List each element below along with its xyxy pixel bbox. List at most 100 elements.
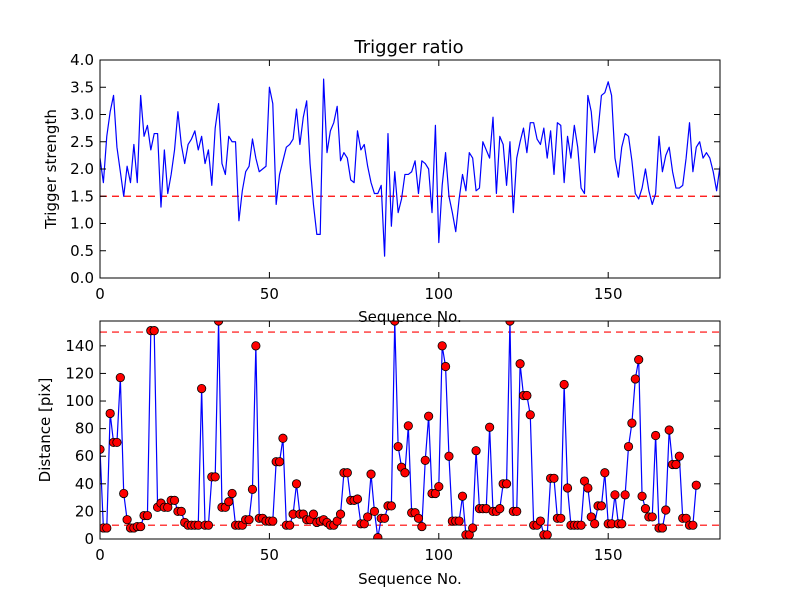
x-tick-label: 50: [260, 285, 279, 303]
data-point: [142, 510, 153, 521]
data-point: [437, 341, 447, 351]
data-point: [251, 341, 261, 351]
data-point: [556, 513, 566, 523]
y-tick-label: 120: [65, 364, 94, 382]
tick-marks: 0 50 100 150 0.0 0.5 1.0 1.5 2.0 2.5 3.0 3.5 4.0: [70, 51, 720, 303]
data-point: [308, 509, 319, 519]
data-point: [535, 516, 546, 526]
x-axis-label: Sequence No.: [358, 570, 462, 588]
tick-marks: 0 50 100 150 0 20 40 60 80 100 120 140: [65, 321, 720, 564]
y-tick-label: 1.0: [70, 215, 94, 233]
data-point: [542, 530, 552, 539]
data-point: [671, 459, 681, 470]
data-point: [213, 321, 224, 326]
data-point: [420, 455, 430, 465]
data-point: [400, 468, 410, 478]
data-point: [210, 472, 220, 482]
data-point: [136, 521, 146, 532]
data-point: [627, 418, 637, 428]
data-point: [562, 483, 573, 493]
data-point: [512, 506, 522, 517]
data-point: [637, 491, 647, 501]
y-axis-label: Distance [pix]: [36, 378, 54, 483]
data-point: [203, 520, 214, 530]
data-point: [576, 520, 586, 530]
data-point: [379, 513, 390, 523]
data-point: [268, 516, 278, 526]
y-tick-label: 3.0: [70, 106, 94, 124]
data-point: [363, 512, 373, 522]
data-point: [413, 513, 424, 523]
data-point: [444, 451, 454, 461]
data-point: [278, 433, 288, 443]
y-tick-label: 3.5: [70, 78, 94, 96]
data-point: [291, 479, 302, 489]
data-point: [373, 533, 383, 539]
data-point: [468, 523, 478, 533]
trigger-ratio-chart: Trigger ratio 0 50 100 150 0.0 0.5 1.0 1.5 2.0 2.…: [42, 37, 721, 326]
data-point: [522, 390, 532, 401]
data-point: [227, 488, 237, 499]
data-point: [664, 425, 674, 435]
data-point: [583, 483, 593, 493]
series-line: [100, 78, 720, 257]
y-axis-label: Trigger strength: [42, 109, 60, 230]
y-tick-label: 100: [65, 392, 94, 410]
data-point: [495, 504, 505, 514]
x-tick-label: 50: [260, 546, 279, 564]
data-point: [501, 479, 512, 489]
data-point: [352, 494, 363, 504]
x-tick-label: 150: [594, 285, 623, 303]
data-point: [112, 437, 122, 448]
data-point: [244, 515, 254, 525]
data-point: [515, 359, 525, 369]
data-point: [596, 501, 607, 511]
data-point: [122, 515, 132, 525]
data-point: [417, 521, 427, 532]
data-point: [457, 491, 468, 501]
data-point: [471, 446, 481, 456]
data-point: [335, 509, 346, 519]
y-tick-label: 20: [75, 502, 94, 520]
data-point: [403, 421, 413, 431]
plot-area: [100, 78, 720, 257]
data-point: [505, 321, 515, 326]
data-point: [169, 495, 180, 505]
data-point: [424, 411, 434, 421]
data-point: [369, 506, 380, 517]
x-tick-label: 100: [424, 546, 453, 564]
data-point: [434, 481, 444, 492]
data-point: [149, 326, 159, 336]
data-point: [485, 422, 495, 432]
data-point: [119, 488, 129, 499]
data-point: [247, 484, 258, 494]
x-axis-label: Sequence No.: [358, 308, 462, 326]
data-point: [285, 520, 295, 530]
axes-frame: [99, 320, 721, 540]
data-point: [623, 441, 634, 452]
plot-area: [100, 321, 720, 539]
y-tick-label: 4.0: [70, 51, 94, 69]
y-tick-label: 0.0: [70, 269, 94, 287]
x-tick-label: 0: [95, 546, 105, 564]
data-point: [454, 516, 464, 526]
y-tick-label: 40: [75, 475, 94, 493]
x-tick-label: 100: [424, 285, 453, 303]
data-point: [274, 457, 285, 467]
y-tick-label: 140: [65, 337, 94, 355]
y-tick-label: 80: [75, 420, 94, 438]
y-tick-label: 2.5: [70, 133, 94, 151]
data-point: [674, 451, 684, 461]
x-tick-label: 150: [594, 546, 623, 564]
data-point: [197, 384, 207, 394]
data-point: [630, 374, 640, 384]
data-point: [386, 501, 396, 511]
data-point: [102, 523, 112, 533]
data-point: [691, 480, 701, 490]
y-tick-label: 1.5: [70, 187, 94, 205]
data-point: [590, 519, 600, 529]
data-point: [105, 408, 115, 419]
data-point: [115, 372, 125, 383]
data-point: [640, 504, 651, 514]
